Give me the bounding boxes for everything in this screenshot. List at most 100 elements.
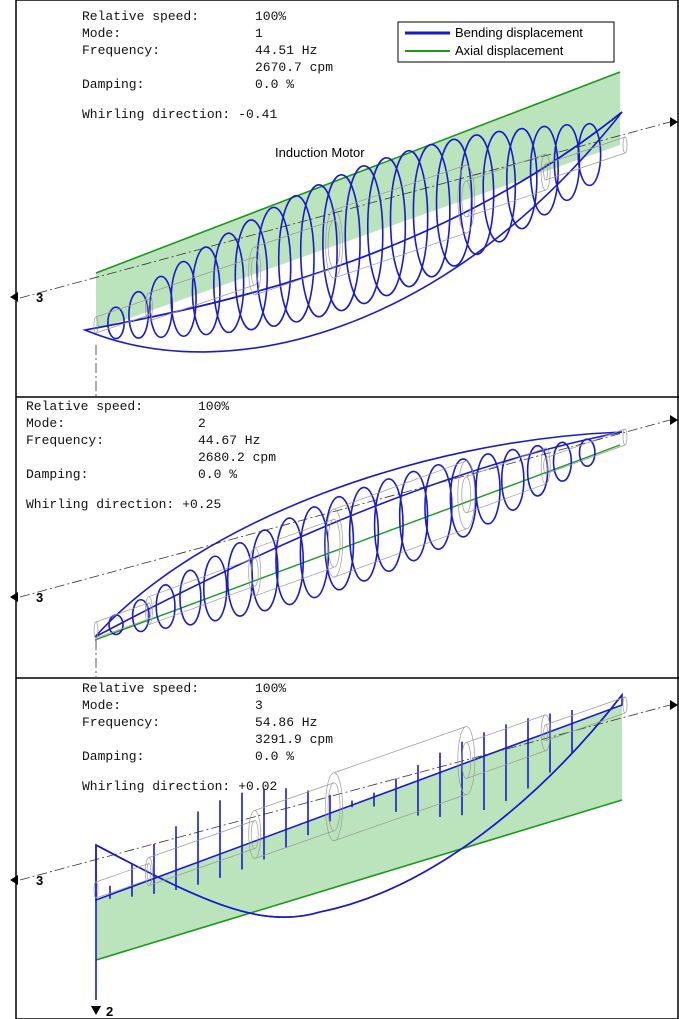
shaft-axis xyxy=(19,121,671,299)
orbit xyxy=(324,495,355,591)
info-label: Relative speed: xyxy=(26,399,143,414)
orbit xyxy=(424,464,453,550)
orbit xyxy=(344,165,384,305)
rotor-edge xyxy=(248,246,262,296)
whirl-text: Whirling direction: +0.25 xyxy=(26,497,221,512)
rotor-section xyxy=(545,428,626,475)
orbit xyxy=(578,438,596,467)
orbit xyxy=(482,130,517,243)
mode-3-drawing: 2 xyxy=(19,692,671,1019)
info-value: 1 xyxy=(255,26,263,41)
whirl-text: Whirling direction: -0.41 xyxy=(82,107,277,122)
orbit xyxy=(191,246,221,336)
axis-label: 3 xyxy=(36,590,43,605)
legend-label: Bending displacement xyxy=(455,25,583,40)
rotor-edge xyxy=(457,460,476,530)
rotor-section xyxy=(95,863,150,899)
orbit xyxy=(475,453,501,525)
legend-label: Axial displacement xyxy=(455,43,564,58)
info-value: 44.51 Hz xyxy=(255,43,317,58)
axis-label: 3 xyxy=(36,873,43,888)
orbits xyxy=(108,438,596,636)
shaft-axis xyxy=(19,419,671,598)
arrow xyxy=(670,700,678,710)
legend-box xyxy=(397,21,615,63)
rotor-edge xyxy=(325,508,343,578)
info-label: Damping: xyxy=(82,77,144,92)
bending-curve xyxy=(95,694,623,919)
orbit xyxy=(212,232,245,334)
orbit xyxy=(322,174,361,312)
rotor-edge xyxy=(145,596,153,626)
orbit xyxy=(170,260,197,337)
axial-line xyxy=(94,444,621,641)
whirl-value: +0.25 xyxy=(182,497,221,512)
orbit xyxy=(500,448,525,511)
arrow xyxy=(670,415,678,425)
axial-line xyxy=(95,71,621,274)
orbit xyxy=(506,127,538,230)
rotor-section xyxy=(545,136,626,181)
rotor-section xyxy=(148,256,255,322)
info-label: Mode: xyxy=(26,416,65,431)
info-value: 100% xyxy=(198,399,229,414)
rotor-edge xyxy=(622,136,628,154)
rotor xyxy=(93,428,628,639)
axis-label: 3 xyxy=(36,290,43,305)
arrow xyxy=(10,875,18,885)
rotor-section xyxy=(254,518,335,597)
rotor-edge xyxy=(325,772,343,842)
whirl-label: Whirling direction: xyxy=(82,107,230,122)
info-label: Mode: xyxy=(82,698,121,713)
mode-2-drawing xyxy=(19,419,671,677)
rotor xyxy=(93,136,628,334)
orbits xyxy=(107,122,602,340)
info-value: 2 xyxy=(198,416,206,431)
info-value: 3 xyxy=(255,698,263,713)
rotor-edge xyxy=(250,557,259,587)
orbit xyxy=(179,569,202,626)
legend: Bending displacement Axial displacement xyxy=(397,21,615,63)
rotor-edge xyxy=(540,447,551,485)
orbit xyxy=(275,517,305,606)
info-label: Relative speed: xyxy=(82,681,199,696)
info-value: 0.0 % xyxy=(255,749,294,764)
info-label: Damping: xyxy=(82,749,144,764)
rotor-section xyxy=(466,447,546,514)
rotor-edge xyxy=(250,256,259,286)
rotor-edge xyxy=(622,428,628,446)
info-value: 100% xyxy=(255,681,286,696)
info-label: Damping: xyxy=(26,467,88,482)
orbit xyxy=(398,470,429,562)
rotor-section xyxy=(333,460,467,578)
orbit xyxy=(277,194,315,323)
whirl-value: +0.02 xyxy=(238,779,277,794)
orbit xyxy=(577,122,602,187)
info-value: 2680.2 cpm xyxy=(198,450,276,465)
rotor-edge xyxy=(543,163,549,181)
annotation: Induction Motor xyxy=(275,145,365,160)
orbit xyxy=(131,598,150,633)
rotor xyxy=(93,696,628,899)
rotor-edge xyxy=(325,209,343,279)
info-value: 44.67 Hz xyxy=(198,433,260,448)
axial-plane xyxy=(96,72,620,330)
orbit xyxy=(435,138,473,267)
arrow xyxy=(10,292,18,302)
info-value: 54.86 Hz xyxy=(255,715,317,730)
rotor-section xyxy=(148,820,255,886)
arrow xyxy=(91,1006,101,1015)
rotor-edge xyxy=(327,782,341,832)
orbit xyxy=(458,134,495,256)
orbit xyxy=(553,124,581,202)
rotor-edge xyxy=(540,153,551,191)
orbits xyxy=(109,710,573,899)
axis-label: 2 xyxy=(106,1004,113,1019)
rotor-section xyxy=(148,557,255,626)
info-label: Frequency: xyxy=(26,433,104,448)
rotor-section xyxy=(95,602,150,639)
rotor-edge xyxy=(327,219,341,269)
rotor-edge xyxy=(327,518,341,568)
rotor-edge xyxy=(248,547,262,597)
